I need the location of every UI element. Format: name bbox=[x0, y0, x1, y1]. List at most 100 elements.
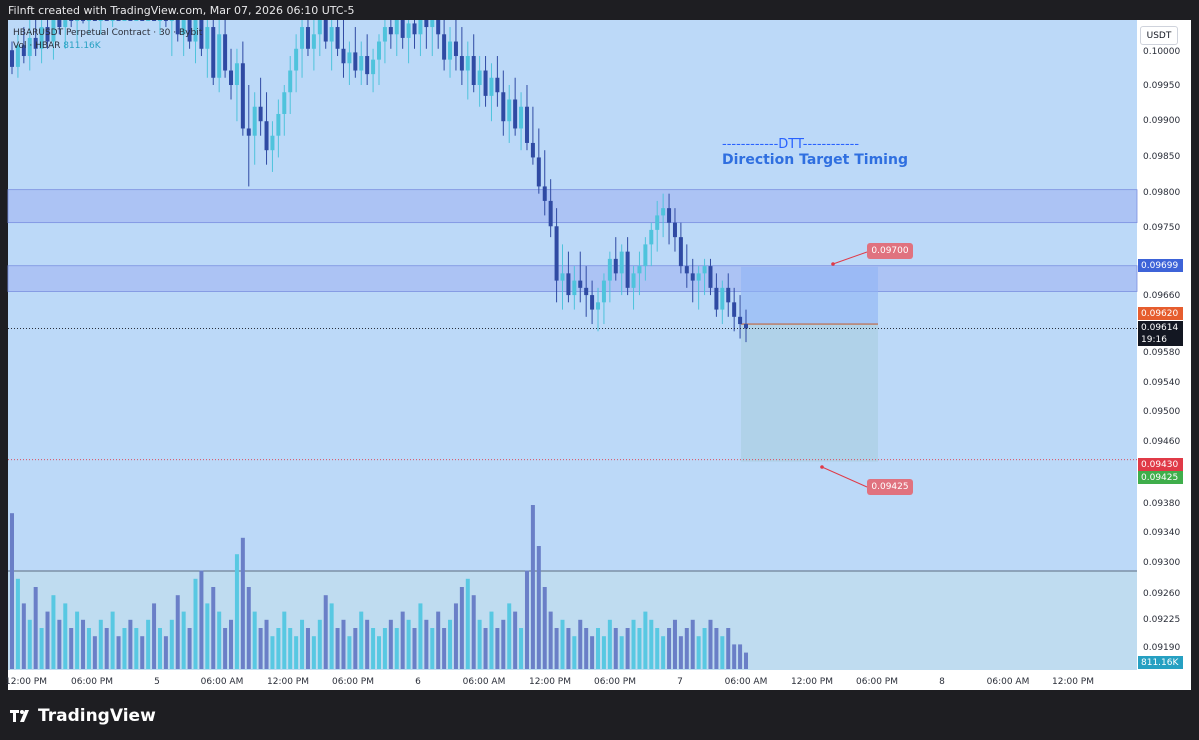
candle-body bbox=[631, 273, 636, 288]
candle-body bbox=[199, 20, 204, 49]
candle-body bbox=[45, 27, 50, 42]
tradingview-logo-icon bbox=[10, 710, 29, 722]
volume-legend[interactable]: Vol · HBAR 811.16K bbox=[13, 41, 101, 51]
volume-bar bbox=[667, 628, 672, 669]
time-tick-label: 5 bbox=[154, 677, 160, 687]
time-tick-label: 06:00 PM bbox=[856, 677, 898, 687]
candle-body bbox=[323, 20, 328, 42]
time-tick-label: 06:00 AM bbox=[463, 677, 506, 687]
volume-bar bbox=[566, 628, 571, 669]
volume-bar bbox=[27, 619, 32, 669]
volume-bar bbox=[276, 628, 281, 669]
volume-bar bbox=[323, 595, 328, 669]
price-tick-label: 0.09750 bbox=[1143, 223, 1180, 233]
candle-body bbox=[738, 316, 743, 325]
symbol-legend[interactable]: HBARUSDT Perpetual Contract · 30 · Bybit bbox=[13, 28, 203, 38]
volume-bar bbox=[63, 603, 68, 669]
zone-top-price-label: 0.09699 bbox=[1138, 259, 1183, 272]
volume-bar bbox=[726, 628, 731, 669]
volume-bar bbox=[270, 636, 275, 669]
candle-body bbox=[258, 106, 263, 122]
price-tick-label: 0.09190 bbox=[1143, 643, 1180, 653]
volume-bar bbox=[223, 628, 228, 669]
candle-body bbox=[548, 200, 553, 227]
volume-bar bbox=[678, 636, 683, 669]
volume-bar bbox=[140, 636, 145, 669]
candle-body bbox=[584, 287, 589, 296]
candle-body bbox=[400, 20, 405, 38]
candle-body bbox=[690, 273, 695, 281]
volume-bar bbox=[495, 628, 500, 669]
candle-body bbox=[661, 208, 666, 216]
volume-bar bbox=[152, 603, 157, 669]
volume-bar bbox=[98, 619, 103, 669]
currency-button[interactable]: USDT bbox=[1140, 26, 1178, 45]
volume-bar bbox=[104, 628, 109, 669]
candle-body bbox=[418, 20, 423, 35]
candle-body bbox=[619, 251, 624, 274]
candle-body bbox=[643, 244, 648, 267]
candle-body bbox=[436, 20, 441, 35]
candle-body bbox=[513, 99, 518, 129]
volume-bar bbox=[146, 619, 151, 669]
lower-price-tag[interactable]: 0.09425 bbox=[867, 479, 913, 495]
volume-bar bbox=[530, 505, 535, 669]
volume-bar bbox=[465, 578, 470, 669]
volume-bar bbox=[92, 636, 97, 669]
volume-bar bbox=[175, 595, 180, 669]
time-tick-label: 06:00 PM bbox=[332, 677, 374, 687]
candle-body bbox=[92, 20, 97, 21]
candle-body bbox=[359, 56, 364, 71]
candle-body bbox=[246, 128, 251, 136]
volume-bar bbox=[240, 537, 245, 669]
volume-bar bbox=[596, 628, 601, 669]
candle-body bbox=[406, 23, 411, 38]
candle-body bbox=[744, 324, 748, 329]
volume-bar bbox=[442, 628, 447, 669]
volume-bar bbox=[548, 611, 553, 669]
candle-body bbox=[63, 20, 68, 28]
candle-body bbox=[86, 20, 91, 21]
candle-body bbox=[57, 20, 62, 28]
candle-body bbox=[560, 273, 565, 281]
candle-body bbox=[157, 20, 162, 21]
candle-body bbox=[69, 20, 74, 21]
time-tick-label: 06:00 PM bbox=[71, 677, 113, 687]
annotation-direction-target-timing: Direction Target Timing bbox=[722, 152, 908, 168]
volume-bar bbox=[448, 619, 453, 669]
candle-body bbox=[578, 280, 583, 288]
volume-bar bbox=[128, 619, 133, 669]
candle-body bbox=[720, 287, 725, 310]
candle-body bbox=[234, 63, 239, 85]
candle-body bbox=[672, 222, 677, 238]
volume-bar bbox=[388, 619, 393, 669]
volume-bar bbox=[193, 578, 198, 669]
volume-bar bbox=[252, 611, 257, 669]
time-tick-label: 8 bbox=[939, 677, 945, 687]
candle-body bbox=[10, 50, 14, 67]
volume-bar bbox=[732, 644, 737, 669]
candle-body bbox=[229, 70, 234, 85]
candle-body bbox=[607, 258, 612, 281]
tradingview-logo[interactable]: TradingView bbox=[10, 706, 156, 726]
volume-bar bbox=[607, 619, 612, 669]
volume-bar bbox=[501, 619, 506, 669]
candle-body bbox=[128, 20, 133, 21]
volume-bar bbox=[542, 587, 547, 669]
candle-body bbox=[424, 20, 429, 28]
candle-body bbox=[542, 186, 547, 201]
candle-body bbox=[264, 121, 269, 151]
candle-body bbox=[98, 20, 103, 21]
candle-body bbox=[146, 20, 151, 21]
candle-body bbox=[596, 302, 601, 310]
volume-bar bbox=[708, 619, 713, 669]
candle-body bbox=[442, 34, 447, 60]
volume-bar bbox=[81, 619, 86, 669]
candle-body bbox=[300, 27, 305, 49]
volume-bar bbox=[649, 619, 654, 669]
upper-price-tag[interactable]: 0.09700 bbox=[867, 243, 913, 259]
candle-body bbox=[483, 70, 488, 96]
volume-bar bbox=[205, 603, 210, 669]
volume-bar bbox=[335, 628, 340, 669]
